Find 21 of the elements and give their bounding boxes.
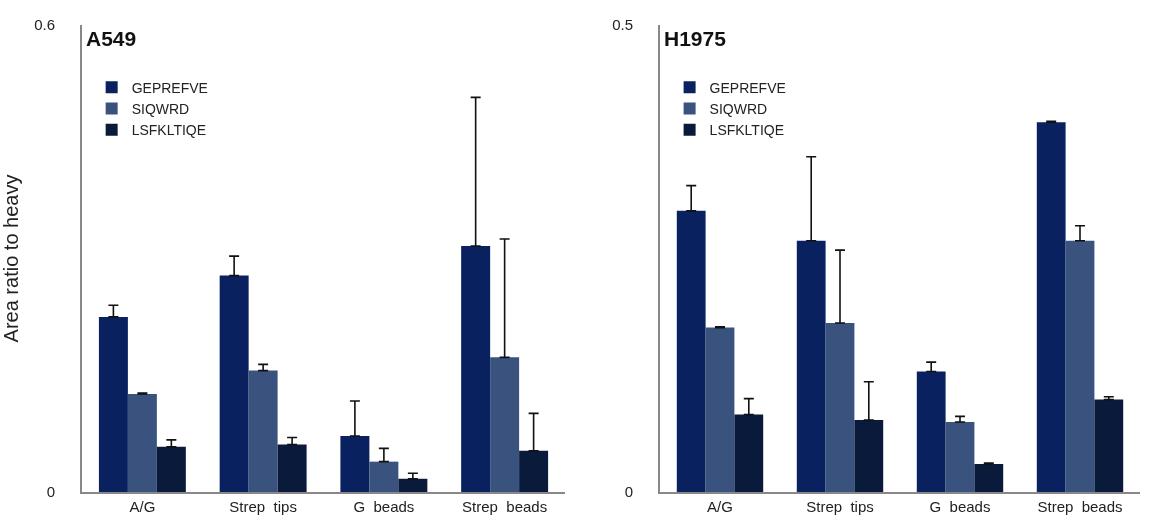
chart-title: H1975 xyxy=(664,27,727,50)
legend-label: SIQWRD xyxy=(709,100,768,117)
x-tick-label: Strep beads xyxy=(1037,498,1123,515)
y-tick-label: 0.6 xyxy=(34,16,55,34)
x-tick-label: Strep tips xyxy=(229,498,297,515)
x-tick-label: Strep tips xyxy=(806,498,874,515)
legend-label: GEPREFVE xyxy=(709,79,786,96)
x-tick-label: G beads xyxy=(353,498,415,515)
legend-label: LSFKLTIQE xyxy=(131,122,207,139)
legend-label: GEPREFVE xyxy=(131,79,208,96)
legend-label: LSFKLTIQE xyxy=(709,122,785,139)
y-axis-title: Area ratio to heavy xyxy=(0,174,23,343)
x-tick-label: G beads xyxy=(929,498,991,515)
y-tick-label: 0 xyxy=(624,483,633,501)
legend-label: SIQWRD xyxy=(131,100,190,117)
chart-title: A549 xyxy=(86,27,137,50)
y-tick-label: 0 xyxy=(46,483,55,501)
x-tick-label: A/G xyxy=(129,498,156,515)
y-tick-label: 0.5 xyxy=(612,16,633,34)
x-tick-label: Strep beads xyxy=(462,498,548,515)
x-tick-label: A/G xyxy=(707,498,733,515)
